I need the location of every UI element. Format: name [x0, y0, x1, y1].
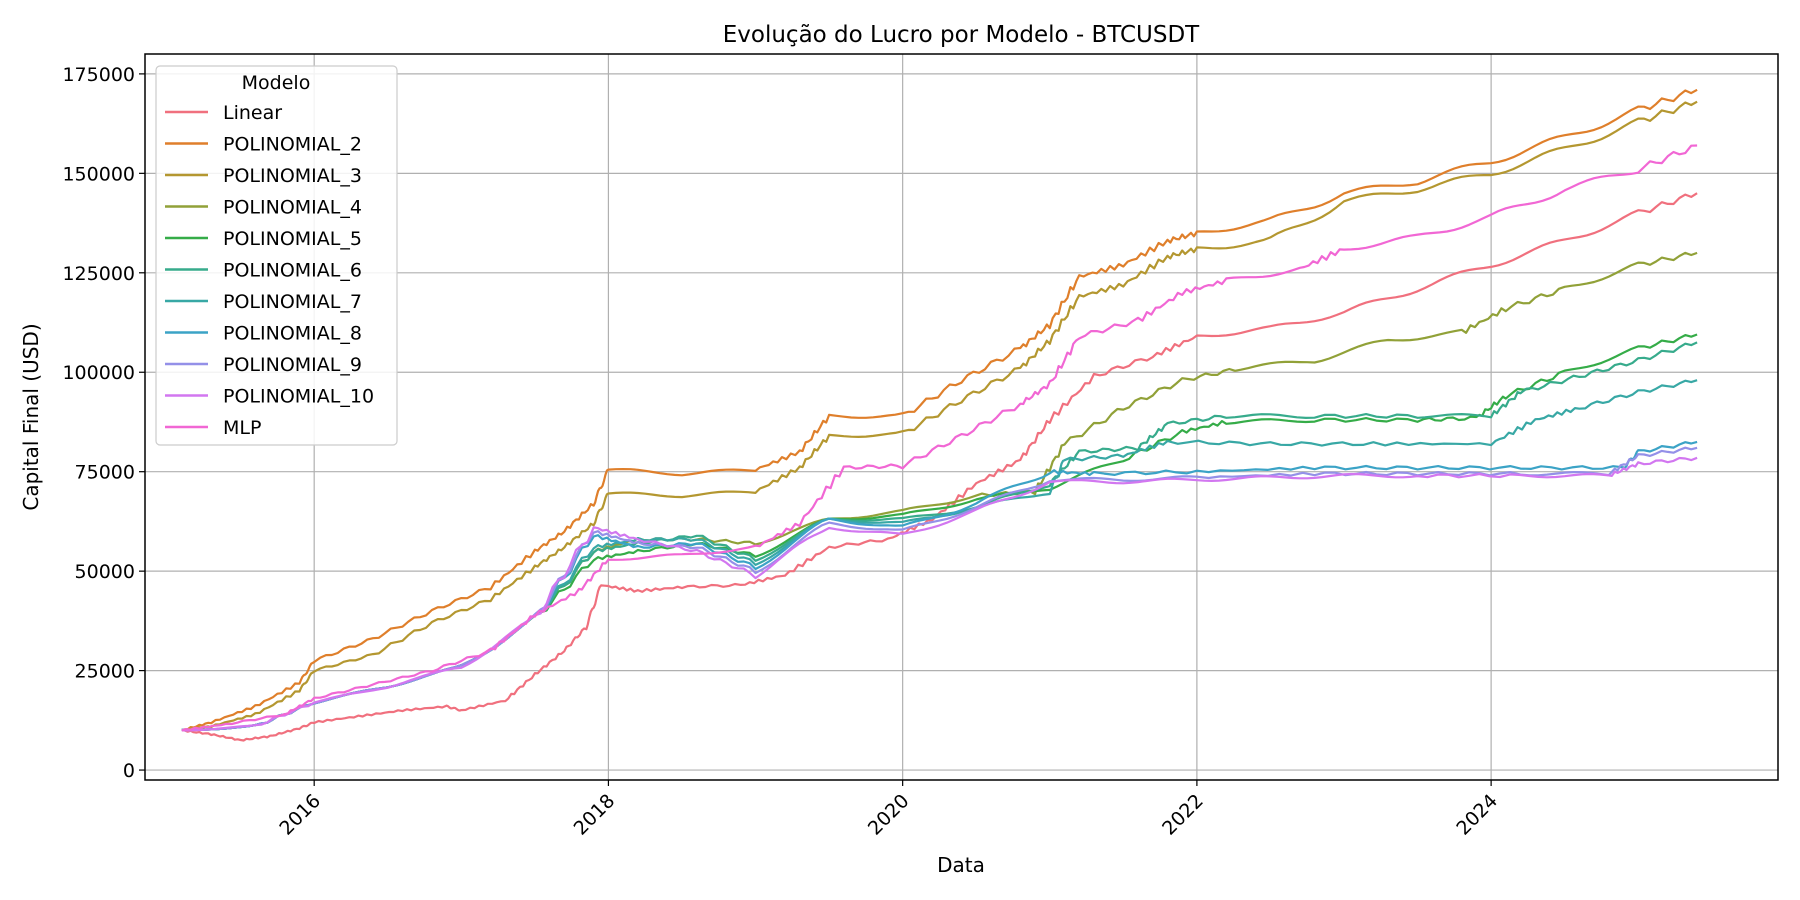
- y-tick-label: 0: [123, 760, 135, 782]
- y-tick-label: 100000: [62, 362, 135, 384]
- legend-label: POLINOMIAL_4: [223, 197, 362, 219]
- plot-frame: [144, 53, 1779, 781]
- series-line: [181, 100, 1698, 732]
- legend-label: MLP: [223, 417, 261, 439]
- legend-label: POLINOMIAL_2: [223, 134, 362, 156]
- legend-box: [155, 65, 398, 446]
- legend-label: POLINOMIAL_10: [223, 386, 374, 408]
- chart-title: Evolução do Lucro por Modelo - BTCUSDT: [723, 22, 1200, 48]
- y-tick-label: 175000: [62, 64, 135, 86]
- y-tick-label: 150000: [62, 163, 135, 185]
- series-line: [181, 456, 1698, 732]
- legend-label: Linear: [223, 102, 282, 124]
- legend-label: POLINOMIAL_8: [223, 323, 362, 345]
- legend: Modelo Linear POLINOMIAL_2 POLINOMIAL_3 POL…: [155, 65, 398, 446]
- legend-items: Linear POLINOMIAL_2 POLINOMIAL_3 POLINOMIAL…: [165, 102, 374, 439]
- y-axis-title: Capital Final (USD): [19, 323, 43, 510]
- x-axis-title: Data: [937, 853, 985, 877]
- legend-title: Modelo: [242, 72, 311, 94]
- y-tick-label: 50000: [75, 561, 135, 583]
- y-tick-label: 125000: [62, 263, 135, 285]
- axis-ticks: 0 25000 50000 75000 100000 125000 150000 175000…: [62, 64, 1502, 840]
- series-line: [181, 192, 1698, 742]
- series-line: [181, 144, 1698, 732]
- series-line: [181, 88, 1698, 731]
- y-tick-label: 25000: [75, 661, 135, 683]
- legend-label: POLINOMIAL_5: [223, 228, 362, 250]
- y-tick-label: 75000: [75, 462, 135, 484]
- legend-label: POLINOMIAL_9: [223, 354, 362, 376]
- series-lines: [181, 88, 1698, 742]
- legend-label: POLINOMIAL_6: [223, 260, 362, 282]
- legend-label: POLINOMIAL_7: [223, 291, 362, 313]
- legend-label: POLINOMIAL_3: [223, 165, 362, 187]
